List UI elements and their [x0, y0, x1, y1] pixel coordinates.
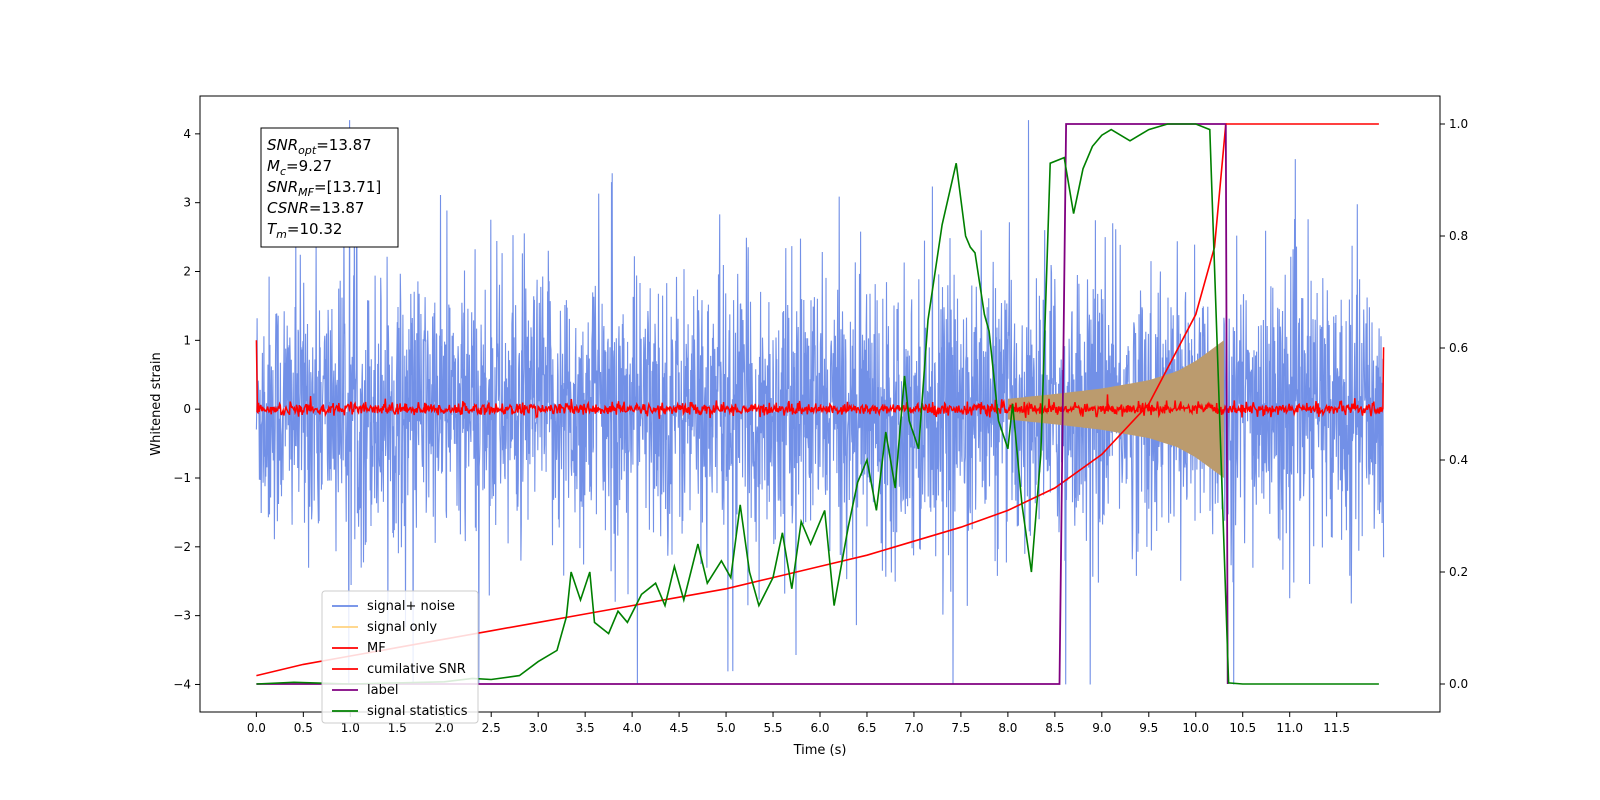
legend-frame: [321, 590, 479, 724]
legend-label: signal only: [367, 620, 437, 635]
y-left-tick-label: −1: [173, 471, 191, 485]
x-tick-label: 6.5: [857, 721, 876, 735]
legend-label: signal+ noise: [367, 599, 455, 614]
x-axis-ticks: 0.0 0.5 1.0 1.5 2.0 2.5 3.0 3.5 4.0 4.5 5.0 5.5 6.0 6…: [247, 712, 1350, 735]
y-left-tick-label: 0: [183, 402, 191, 416]
y-axis-label: Whitened strain: [149, 352, 164, 455]
x-tick-label: 0.0: [247, 721, 266, 735]
x-tick-label: 2.5: [482, 721, 501, 735]
series-signal-statistics-line: [256, 123, 1379, 685]
series-mf: [255, 340, 1385, 419]
y-right-tick-label: 1.0: [1449, 117, 1468, 131]
y-left-tick-label: −4: [173, 677, 191, 691]
y-left-tick-label: 2: [183, 265, 191, 279]
y-right-axis-ticks: 0.0 0.2 0.4 0.6 0.8 1.0: [1440, 117, 1468, 691]
legend-item: signal statistics: [332, 704, 468, 719]
x-tick-label: 9.5: [1139, 721, 1158, 735]
annotation-box: SNRopt=13.87Mc=9.27SNRMF=[13.71]CSNR=13.…: [260, 127, 399, 248]
x-tick-label: 1.0: [341, 721, 360, 735]
y-left-axis-ticks: −4 −3 −2 −1 0 1 2 3 4: [173, 127, 200, 691]
x-tick-label: 7.0: [904, 721, 923, 735]
y-right-tick-label: 0.0: [1449, 677, 1468, 691]
legend-item: MF: [332, 641, 386, 656]
annotation-lines: SNRopt=13.87Mc=9.27SNRMF=[13.71]CSNR=13.…: [267, 136, 381, 241]
y-left-tick-label: −3: [173, 609, 191, 623]
x-tick-label: 8.0: [998, 721, 1017, 735]
legend-label: cumilative SNR: [367, 662, 466, 677]
x-tick-label: 5.5: [763, 721, 782, 735]
y-right-tick-label: 0.8: [1449, 229, 1468, 243]
legend-item: signal+ noise: [332, 599, 455, 614]
annotation-line: Tm=10.32: [267, 220, 342, 241]
annotation-line: SNRopt=13.87: [267, 136, 372, 157]
y-right-tick-label: 0.6: [1449, 341, 1468, 355]
legend-label: signal statistics: [367, 704, 468, 719]
annotation-line: Mc=9.27: [267, 157, 332, 178]
x-tick-label: 9.0: [1092, 721, 1111, 735]
x-tick-label: 10.0: [1182, 721, 1209, 735]
x-tick-label: 0.5: [294, 721, 313, 735]
series-signal-only-envelope: [1007, 340, 1224, 478]
x-tick-label: 3.5: [576, 721, 595, 735]
series-mf-line: [255, 340, 1385, 419]
series-signal-only: [1007, 340, 1224, 478]
legend-label: label: [367, 683, 398, 698]
x-tick-label: 3.0: [529, 721, 548, 735]
legend-item: label: [332, 683, 398, 698]
annotation-line: CSNR=13.87: [267, 199, 364, 217]
annotation-frame: [260, 127, 399, 248]
x-tick-label: 8.5: [1045, 721, 1064, 735]
x-tick-label: 11.5: [1323, 721, 1350, 735]
annotation-line: SNRMF=[13.71]: [267, 178, 381, 199]
x-tick-label: 4.5: [670, 721, 689, 735]
x-tick-label: 5.0: [717, 721, 736, 735]
legend-items: signal+ noise signal only MF cumilative SNR…: [332, 599, 468, 719]
legend-label: MF: [367, 641, 386, 656]
x-tick-label: 4.0: [623, 721, 642, 735]
y-right-tick-label: 0.2: [1449, 565, 1468, 579]
x-tick-label: 11.0: [1276, 721, 1303, 735]
series-label: [256, 123, 1379, 685]
y-left-tick-label: 3: [183, 196, 191, 210]
y-right-tick-label: 0.4: [1449, 453, 1468, 467]
legend-item: cumilative SNR: [332, 662, 466, 677]
legend: signal+ noise signal only MF cumilative SNR…: [321, 590, 479, 724]
x-tick-label: 10.5: [1229, 721, 1256, 735]
legend-item: signal only: [332, 620, 437, 635]
series-label-step-line: [256, 123, 1229, 685]
y-left-tick-label: 1: [183, 333, 191, 347]
x-tick-label: 6.0: [810, 721, 829, 735]
y-left-tick-label: 4: [183, 127, 191, 141]
x-tick-label: 1.5: [388, 721, 407, 735]
x-tick-label: 7.5: [951, 721, 970, 735]
x-axis-label: Time (s): [793, 743, 847, 758]
x-tick-label: 2.0: [435, 721, 454, 735]
y-left-tick-label: −2: [173, 540, 191, 554]
